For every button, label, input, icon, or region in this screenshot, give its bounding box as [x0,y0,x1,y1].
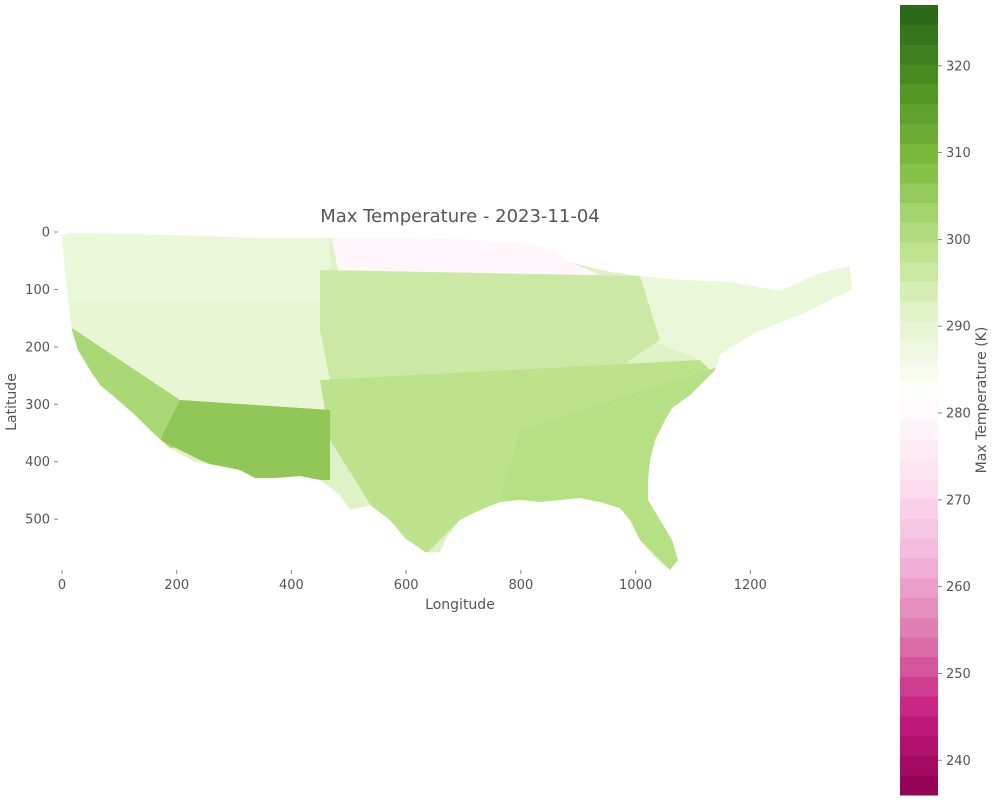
colorbar-band [900,123,938,144]
colorbar-band [900,498,938,519]
colorbar-tick-label: 260 [946,580,971,595]
x-tick-label: 1000 [619,578,652,593]
colorbar-band [900,321,938,342]
colorbar-tick-label: 250 [946,667,971,682]
colorbar-band [900,676,938,697]
colorbar-band [900,656,938,677]
colorbar-band [900,163,938,184]
colorbar-tick-label: 270 [946,493,971,508]
colorbar-band [900,380,938,401]
region-desert-southwest [160,400,330,480]
colorbar-band [900,182,938,203]
x-tick-label: 400 [279,578,304,593]
x-axis: 0 200 400 600 800 1000 1200 [58,570,767,593]
colorbar-band [900,222,938,243]
colorbar-band [900,419,938,440]
x-tick-label: 0 [58,578,66,593]
colorbar-tick-label: 320 [946,59,971,74]
y-tick-label: 100 [25,283,50,298]
colorbar-band [900,637,938,658]
colorbar-band [900,103,938,124]
y-tick-label: 400 [25,455,50,470]
colorbar-label: Max Temperature (K) [974,327,990,474]
colorbar [900,5,938,796]
colorbar-tick-label: 290 [946,320,971,335]
colorbar-axis: 240 250 260 270 280 290 300 310 320 [938,59,971,769]
colorbar-tick-label: 280 [946,407,971,422]
colorbar-band [900,281,938,302]
colorbar-band [900,558,938,579]
colorbar-band [900,64,938,85]
region-central-plains [320,270,660,390]
y-axis: 0 100 200 300 400 500 [25,226,58,528]
x-tick-label: 600 [394,578,419,593]
colorbar-band [900,597,938,618]
colorbar-band [900,617,938,638]
y-tick-label: 300 [25,398,50,413]
colorbar-band [900,518,938,539]
colorbar-band [900,84,938,105]
colorbar-band [900,479,938,500]
colorbar-band [900,242,938,263]
y-axis-label: Latitude [4,373,20,431]
colorbar-band [900,301,938,322]
colorbar-band [900,360,938,381]
chart-title: Max Temperature - 2023-11-04 [320,206,600,227]
x-tick-label: 800 [508,578,533,593]
colorbar-tick-label: 300 [946,233,971,248]
colorbar-band [900,202,938,223]
colorbar-band [900,755,938,776]
colorbar-band [900,261,938,282]
colorbar-band [900,775,938,796]
colorbar-band [900,577,938,598]
y-tick-label: 0 [42,226,50,241]
colorbar-tick-label: 240 [946,754,971,769]
colorbar-band [900,143,938,164]
colorbar-band [900,439,938,460]
colorbar-band [900,696,938,717]
colorbar-band [900,459,938,480]
colorbar-band [900,24,938,45]
colorbar-band [900,5,938,26]
x-tick-label: 200 [164,578,189,593]
colorbar-band [900,538,938,559]
colorbar-band [900,400,938,421]
y-tick-label: 500 [25,513,50,528]
x-tick-label: 1200 [734,578,767,593]
colorbar-band [900,716,938,737]
colorbar-tick-label: 310 [946,146,971,161]
y-tick-label: 200 [25,340,50,355]
colorbar-band [900,340,938,361]
colorbar-band [900,735,938,756]
colorbar-band [900,44,938,65]
region-great-basin [62,300,330,420]
x-axis-label: Longitude [425,597,495,613]
